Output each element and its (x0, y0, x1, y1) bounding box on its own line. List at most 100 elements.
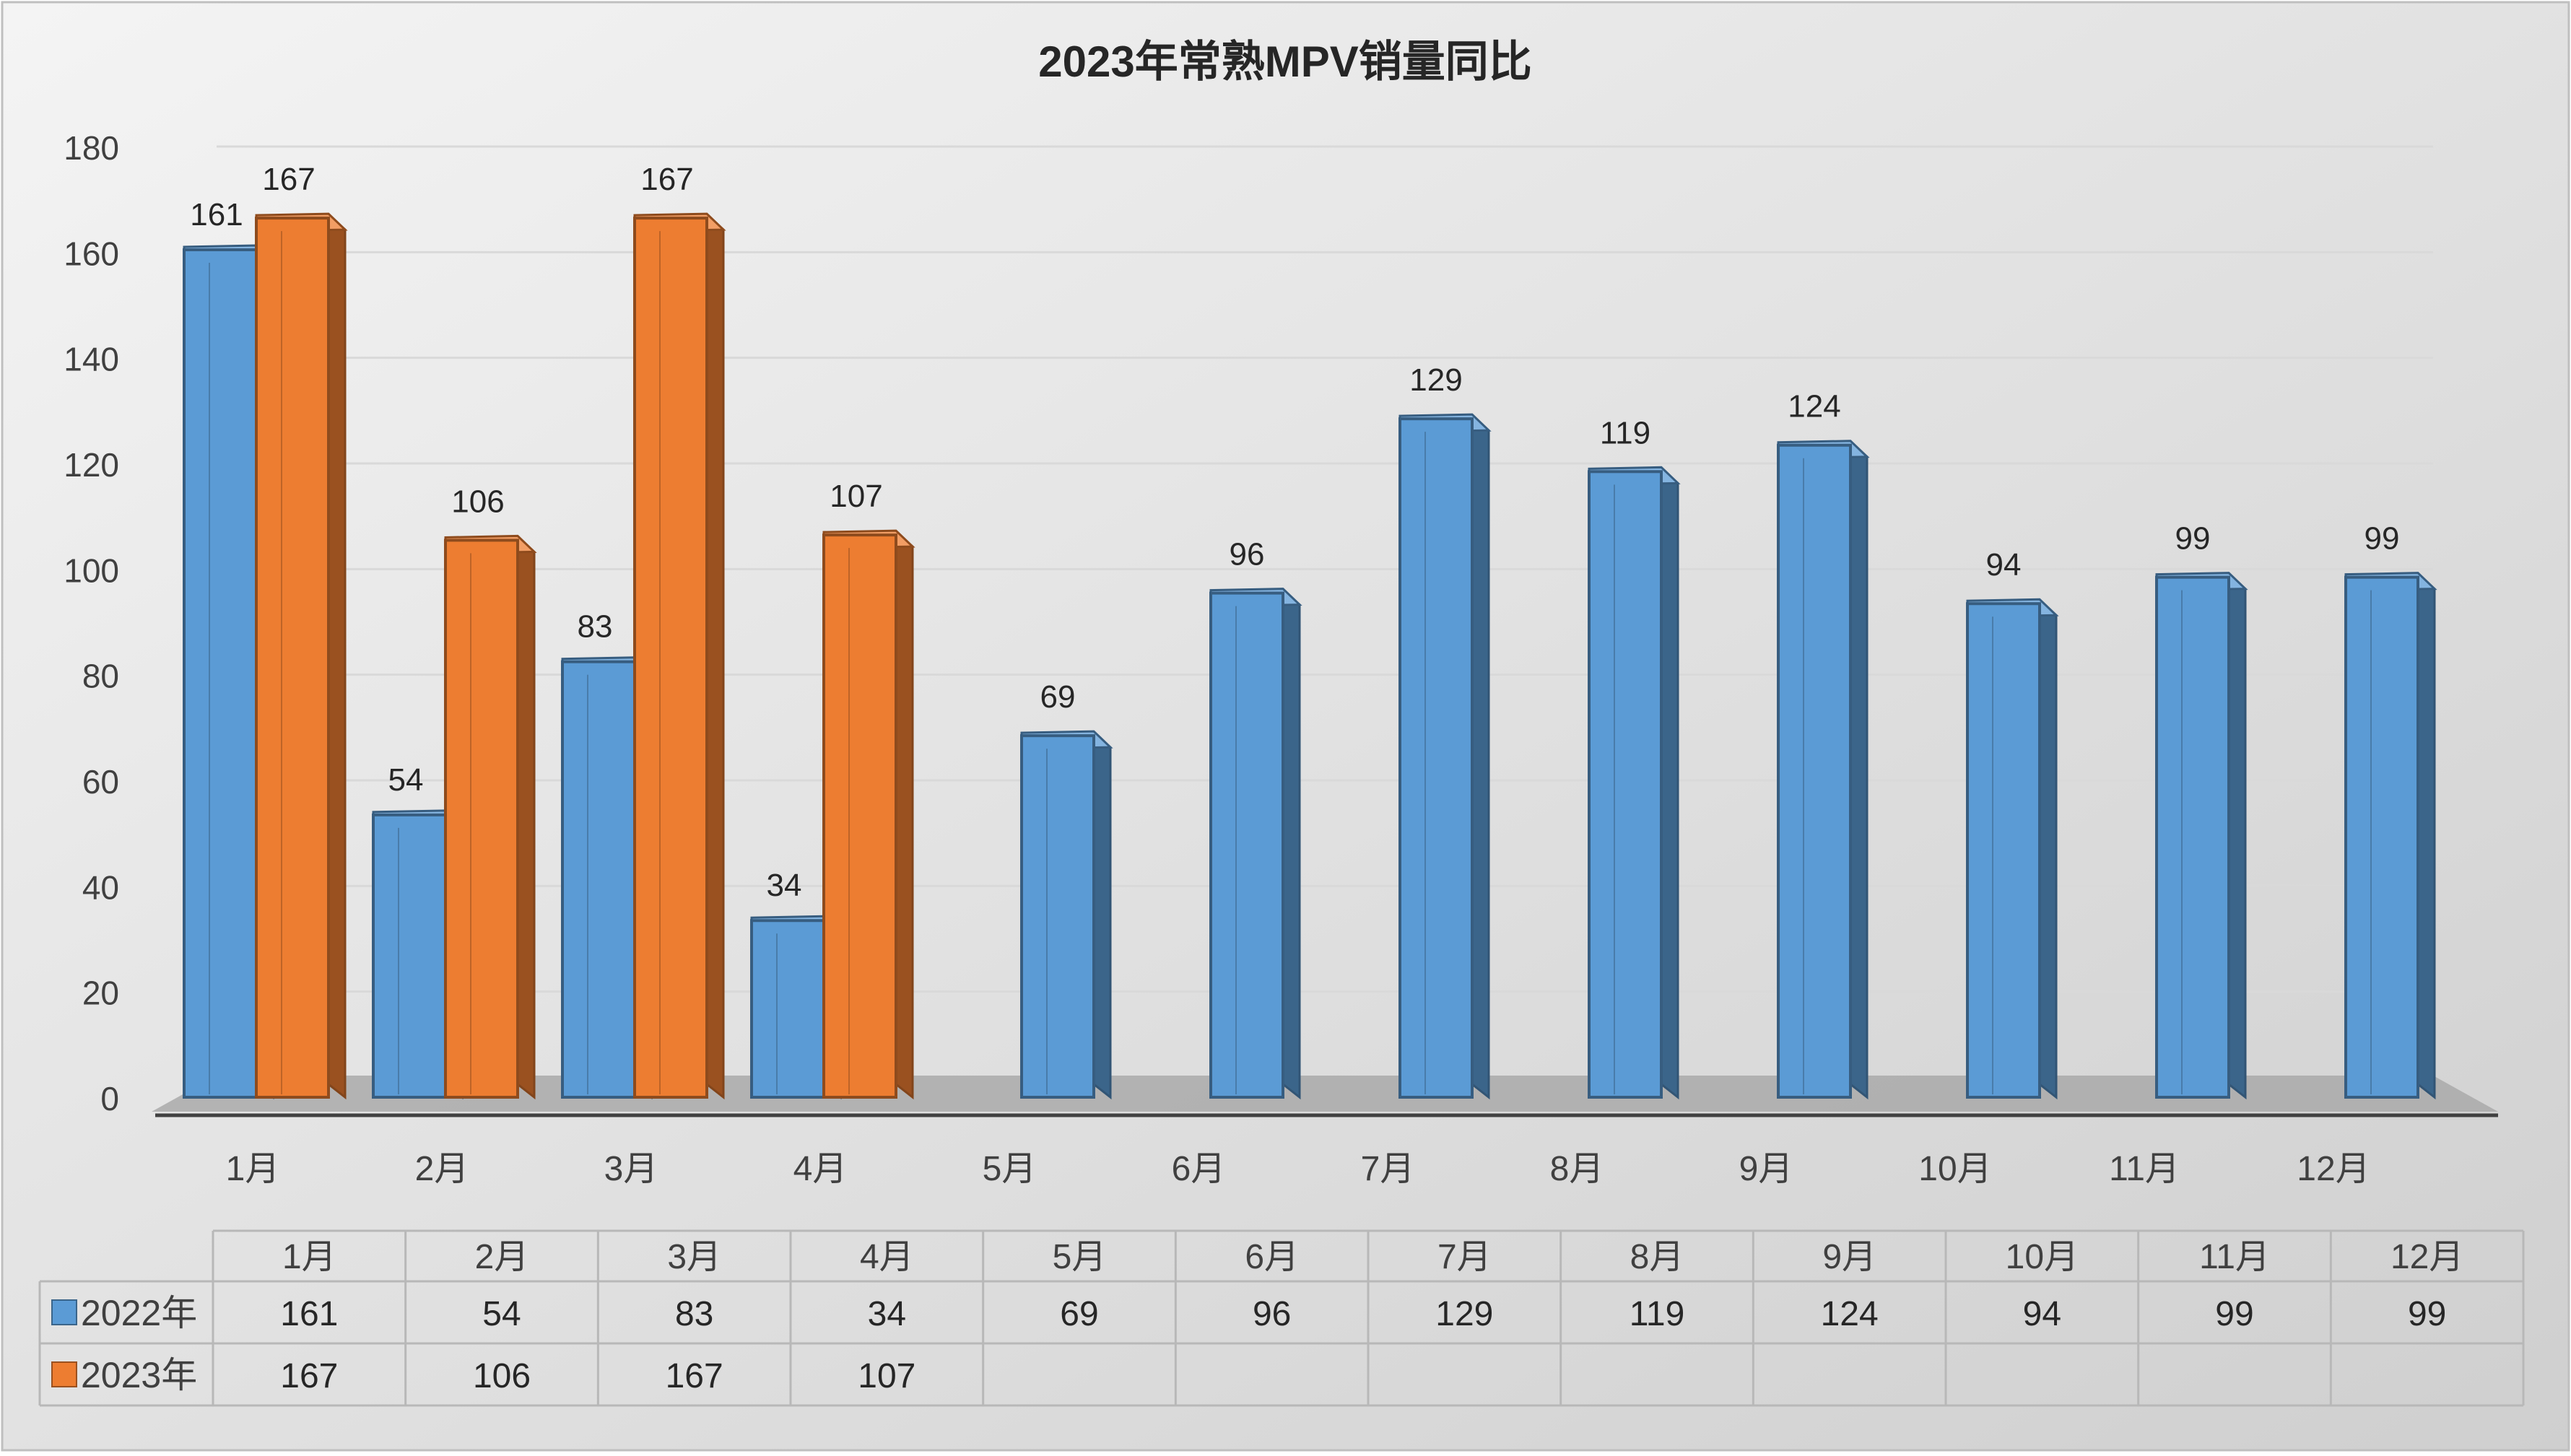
table-cell: 119 (1630, 1295, 1685, 1333)
data-label-2023: 167 (262, 162, 315, 197)
bar-2023-4 (822, 529, 915, 1100)
x-tick-label: 7月 (1361, 1150, 1415, 1188)
table-cell: 83 (675, 1295, 713, 1333)
data-label-2022: 161 (190, 197, 243, 232)
data-label-2023: 107 (830, 479, 882, 514)
data-label-2022: 94 (1986, 547, 2022, 583)
legend-swatch (51, 1361, 77, 1387)
table-cell: 94 (2023, 1295, 2061, 1333)
x-tick-label: 6月 (1172, 1150, 1226, 1188)
y-tick-label: 0 (100, 1080, 119, 1117)
bar-front-face (255, 217, 330, 1099)
bar-front-face (1020, 734, 1095, 1099)
x-tick-label: 2月 (415, 1150, 469, 1188)
x-tick-label: 3月 (604, 1150, 658, 1188)
bar-front-face (1398, 417, 1474, 1099)
bar-side-face (1471, 413, 1490, 1100)
bar-side-face (1849, 440, 1869, 1100)
bar-2022-6 (1209, 588, 1302, 1100)
y-tick-label: 100 (64, 552, 119, 589)
bar-front-face (822, 533, 897, 1099)
table-cell: 124 (1821, 1295, 1879, 1333)
chart-title: 2023年常熟MPV销量同比 (1038, 38, 1532, 86)
table-cell: 54 (482, 1295, 521, 1333)
bar-side-face (327, 212, 347, 1100)
bar-2022-12 (2344, 572, 2437, 1100)
data-label-2022: 96 (1230, 537, 1265, 572)
table-cell: 107 (858, 1357, 915, 1395)
data-label-2023: 167 (640, 162, 693, 197)
bar-front-face (372, 813, 447, 1099)
table-cell: 167 (280, 1357, 338, 1395)
table-cell: 34 (868, 1295, 906, 1333)
table-header-cell: 4月 (860, 1238, 914, 1276)
table-cell: 99 (2408, 1295, 2446, 1333)
chart-floor (152, 1076, 2498, 1112)
table-header-cell: 12月 (2391, 1238, 2463, 1276)
bar-front-face (1209, 591, 1284, 1099)
legend-label: 2023年 (81, 1355, 197, 1395)
bar-front-face (444, 539, 519, 1099)
bar-side-face (2038, 598, 2058, 1100)
bar-front-face (750, 919, 825, 1099)
bar-2022-9 (1777, 440, 1870, 1100)
table-cell: 99 (2215, 1295, 2253, 1333)
bar-front-face (2344, 575, 2419, 1099)
table-header-cell: 7月 (1437, 1238, 1492, 1276)
bar-side-face (895, 529, 914, 1100)
table-header-cell: 5月 (1053, 1238, 1107, 1276)
bar-2022-11 (2155, 572, 2248, 1100)
y-tick-label: 120 (64, 446, 119, 484)
x-tick-label: 12月 (2297, 1150, 2370, 1188)
bar-side-face (516, 535, 536, 1100)
legend-label: 2022年 (81, 1293, 197, 1333)
table-cell: 69 (1060, 1295, 1098, 1333)
bar-front-face (1966, 602, 2041, 1099)
y-tick-label: 60 (82, 763, 119, 801)
data-label-2022: 69 (1040, 679, 1076, 715)
bar-2022-10 (1966, 598, 2059, 1100)
table-header-cell: 10月 (2006, 1238, 2079, 1276)
table-cell: 106 (473, 1357, 531, 1395)
table-cell: 161 (280, 1295, 338, 1333)
data-label-2022: 54 (388, 762, 424, 798)
table-header-cell: 8月 (1630, 1238, 1684, 1276)
table-cell: 129 (1435, 1295, 1493, 1333)
y-tick-label: 160 (64, 235, 119, 272)
bar-2022-5 (1020, 730, 1113, 1100)
plot-area: 0 20 40 60 80 100 120 140 160 180 161 167 1月 54 106 2月 8… (64, 129, 2498, 1188)
bar-front-face (633, 217, 708, 1099)
y-tick-label: 180 (64, 129, 119, 167)
x-tick-label: 1月 (226, 1150, 280, 1188)
bar-2023-3 (633, 212, 726, 1100)
bar-side-face (1660, 466, 1679, 1100)
bar-2022-8 (1588, 466, 1681, 1100)
bar-front-face (183, 248, 258, 1099)
y-tick-label: 40 (82, 868, 119, 906)
data-label-2022: 99 (2365, 521, 2400, 557)
data-label-2022: 99 (2175, 521, 2211, 557)
data-label-2023: 106 (451, 484, 504, 519)
table-header-cell: 6月 (1245, 1238, 1299, 1276)
y-tick-label: 20 (82, 975, 119, 1012)
table-header-cell: 1月 (282, 1238, 336, 1276)
bar-2023-2 (444, 534, 537, 1100)
table-cell: 96 (1253, 1295, 1291, 1333)
table-header-cell: 9月 (1822, 1238, 1876, 1276)
data-label-2022: 129 (1409, 362, 1462, 398)
data-table: 1月 2月 3月 4月 5月 6月 7月 8月 9月 10月 11月 12月 2022年 161 54 83 3… (38, 1229, 2525, 1407)
bar-side-face (2227, 572, 2247, 1100)
table-cell: 167 (666, 1357, 723, 1395)
bar-side-face (2416, 572, 2436, 1100)
x-tick-label: 8月 (1550, 1150, 1604, 1188)
bar-front-face (1588, 470, 1663, 1099)
bar-side-face (705, 212, 725, 1100)
data-label-2022: 34 (767, 868, 802, 903)
bar-front-face (561, 660, 636, 1099)
bar-front-face (2155, 575, 2230, 1099)
table-header-cell: 11月 (2199, 1238, 2270, 1276)
x-tick-label: 5月 (983, 1150, 1037, 1188)
bar-2022-7 (1398, 413, 1492, 1100)
